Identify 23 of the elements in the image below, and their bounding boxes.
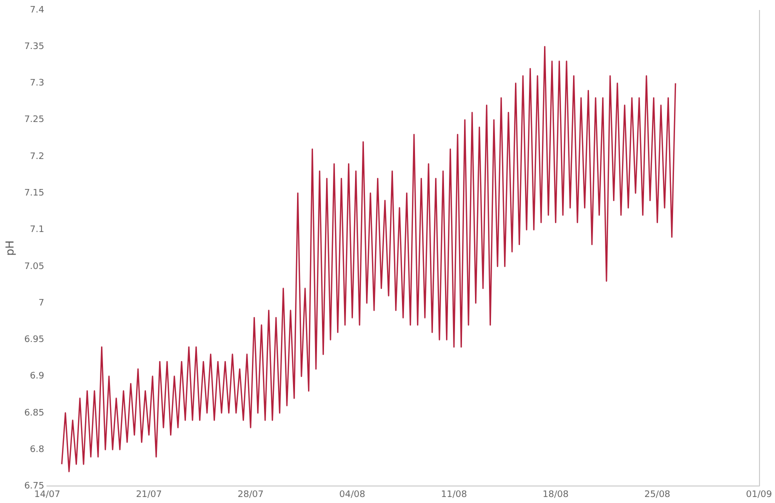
y-tick-label: 7.05 <box>24 262 44 272</box>
y-tick-label: 7.1 <box>30 225 44 236</box>
x-tick-label: 14/07 <box>34 490 60 500</box>
x-tick-label: 25/08 <box>644 490 671 500</box>
x-tick-label: 01/09 <box>746 490 772 500</box>
y-tick-label: 6.85 <box>24 408 44 418</box>
x-tick-label: 04/08 <box>339 490 366 500</box>
y-tick-label: 6.75 <box>24 482 44 492</box>
y-tick-label: 6.95 <box>24 335 44 346</box>
y-tick-label: 7.15 <box>24 188 44 198</box>
y-tick-label: 7.4 <box>30 5 44 16</box>
x-tick-label: 11/08 <box>440 490 468 500</box>
x-tick-label: 28/07 <box>238 490 264 500</box>
y-tick-label: 7.2 <box>30 152 44 162</box>
y-tick-label: 6.9 <box>30 372 44 382</box>
y-tick-label: 7.35 <box>24 42 44 52</box>
y-tick-label: 7.3 <box>30 78 44 89</box>
y-axis-title: pH <box>3 240 16 256</box>
y-tick-label: 7 <box>38 298 44 308</box>
y-tick-label: 7.25 <box>24 115 44 126</box>
y-tick-label: 6.8 <box>30 444 44 455</box>
x-tick-label: 21/07 <box>136 490 162 500</box>
x-tick-label: 18/08 <box>542 490 569 500</box>
